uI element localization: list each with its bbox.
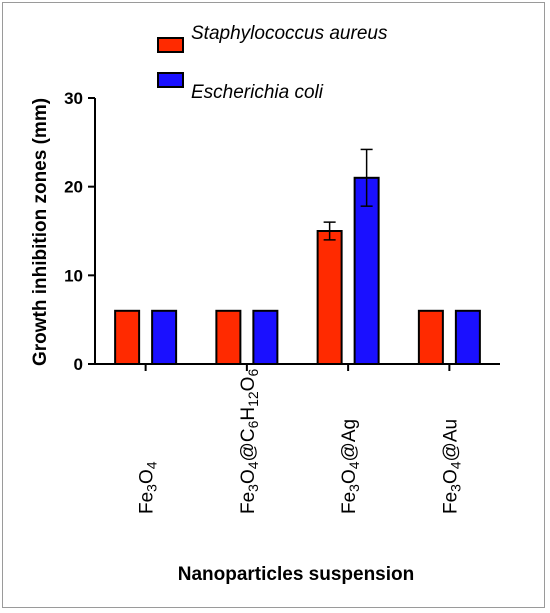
y-tick-label: 30 bbox=[64, 89, 83, 108]
x-tick-label: Fe3O4@Au bbox=[440, 419, 463, 514]
legend-swatch bbox=[157, 72, 184, 88]
x-tick-label: Fe3O4@Ag bbox=[339, 419, 362, 514]
bar bbox=[252, 309, 279, 365]
legend-swatch bbox=[157, 37, 184, 53]
bar bbox=[215, 309, 242, 365]
bar bbox=[114, 309, 141, 365]
x-tick-label: Fe3O4 bbox=[137, 461, 160, 514]
x-tick-label: Fe3O4@C6H12O6 bbox=[238, 369, 261, 514]
y-tick-label: 0 bbox=[74, 355, 83, 374]
y-tick-label: 10 bbox=[64, 266, 83, 285]
y-axis: 0 10 20 30 bbox=[64, 89, 96, 374]
bar bbox=[151, 309, 178, 365]
chart-frame bbox=[2, 2, 545, 608]
bar bbox=[316, 230, 343, 365]
x-axis: Fe3O4 Fe3O4@C6H12O6 Fe3O4@Ag Fe3O4@Au bbox=[95, 363, 500, 514]
legend: Staphylococcus aureus Escherichia coli bbox=[157, 23, 388, 103]
bar bbox=[454, 309, 481, 365]
y-tick-label: 20 bbox=[64, 178, 83, 197]
bars bbox=[114, 148, 481, 365]
legend-label: Staphylococcus aureus bbox=[191, 23, 388, 44]
legend-label: Escherichia coli bbox=[191, 82, 324, 103]
y-axis-label: Growth inhibition zones (mm) bbox=[30, 98, 51, 366]
x-axis-label: Nanoparticles suspension bbox=[178, 564, 415, 585]
bar bbox=[417, 309, 444, 365]
